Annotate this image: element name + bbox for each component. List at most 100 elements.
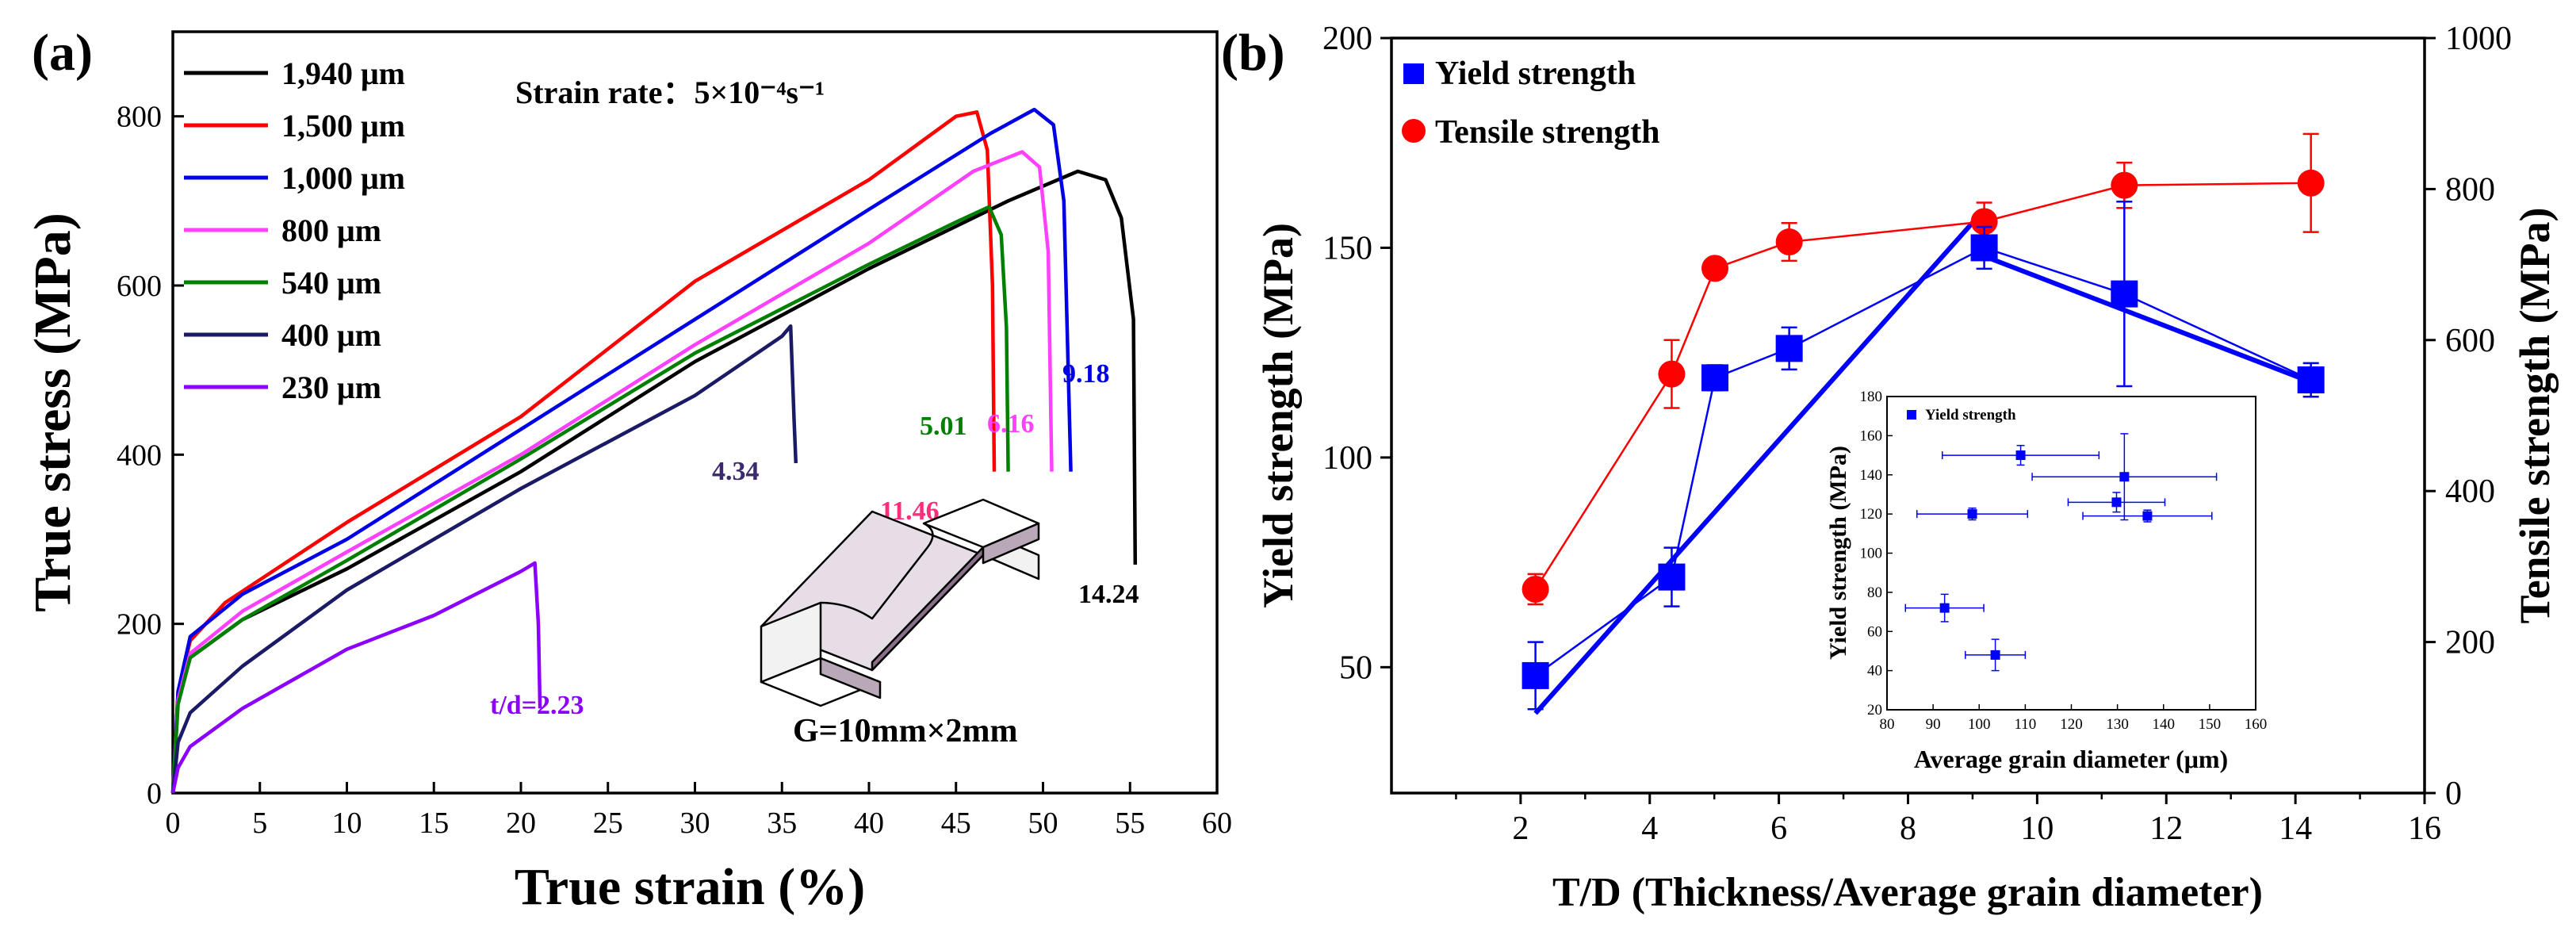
y-tick-label: 800: [117, 101, 162, 134]
inset-y-tick-label: 100: [1860, 546, 1883, 562]
y2-tick-label: 1000: [2445, 21, 2512, 57]
gauge-annotation: G=10mm×2mm: [793, 713, 1017, 749]
trend-line: [1533, 220, 1975, 715]
inset-point: [1967, 509, 1977, 519]
y-tick-label: 100: [1322, 440, 1372, 477]
tensile-strength-point: [1658, 360, 1686, 388]
inset-x-tick-label: 120: [2060, 716, 2083, 733]
fracture-label-5-01: 5.01: [920, 412, 967, 441]
inset-y-axis-title: Yield strength (MPa): [1825, 446, 1851, 660]
x-tick-label: 15: [419, 807, 449, 840]
panel-b-y2-ticks: 0 200 400 600 800 1000: [2425, 21, 2512, 812]
x-tick-label: 12: [2149, 810, 2183, 847]
yield-strength-point: [2297, 366, 2325, 394]
x-tick-label: 45: [941, 807, 971, 840]
inset-x-ticks: 80 90 100 110 120 130 140 150 160: [1880, 704, 2267, 733]
x-tick-label: 14: [2279, 810, 2312, 847]
legend-label-540-m: 540 μm: [281, 265, 381, 301]
x-tick-label: 6: [1770, 810, 1787, 847]
strain-rate-annotation: Strain rate：5×10⁻⁴s⁻¹: [515, 75, 825, 110]
specimen-sketch-icon: [760, 498, 1040, 707]
inset-legend-label: Yield strength: [1925, 407, 2016, 423]
x-tick-label: 16: [2408, 810, 2441, 847]
y-tick-label: 200: [1322, 21, 1372, 57]
inset-y-tick-label: 20: [1867, 702, 1882, 718]
fracture-label-9-18: 9.18: [1062, 359, 1110, 389]
panel-a-x-axis-title: True strain (%): [515, 858, 865, 916]
panel-b-label: (b): [1221, 24, 1285, 82]
x-tick-label: 4: [1641, 810, 1658, 847]
inset-x-axis-title: Average grain diameter (μm): [1914, 745, 2228, 773]
x-tick-label: 50: [1028, 807, 1058, 840]
fracture-label-14-24: 14.24: [1078, 580, 1139, 609]
panel-b-y-axis-title: Yield strength (MPa): [1254, 223, 1302, 608]
inset-x-tick-label: 90: [1926, 716, 1941, 733]
y-tick-label: 200: [117, 608, 162, 642]
inset-y-tick-label: 60: [1867, 623, 1882, 640]
inset-y-tick-label: 40: [1867, 663, 1882, 680]
yield-strength-point: [1658, 563, 1686, 591]
tensile-strength-point: [2297, 169, 2325, 197]
y2-tick-label: 400: [2445, 473, 2495, 510]
panel-a-x-ticks: 0 5 10 15 20 25 30 35 40 45 50 55 60: [166, 782, 1232, 840]
fracture-label-6-16: 6.16: [987, 409, 1035, 439]
legend-yield-marker: [1403, 63, 1424, 84]
inset-point: [2015, 450, 2026, 461]
curve-1-000-m: [170, 107, 1073, 794]
y2-tick-label: 600: [2445, 323, 2495, 359]
y-tick-label: 0: [147, 777, 162, 810]
legend-tensile-marker: [1402, 119, 1426, 143]
inset-point: [2119, 472, 2130, 482]
y2-tick-label: 200: [2445, 625, 2495, 661]
x-tick-label: 55: [1115, 807, 1145, 840]
panel-b-x-axis-title: T/D (Thickness/Average grain diameter): [1552, 870, 2263, 915]
inset-point: [2142, 511, 2153, 521]
fracture-label-4-34: 4.34: [712, 457, 760, 486]
x-tick-label: 40: [854, 807, 884, 840]
x-tick-label: 25: [593, 807, 623, 840]
x-tick-label: 60: [1202, 807, 1232, 840]
panel-a-frame: [171, 30, 1219, 795]
y-tick-label: 150: [1322, 230, 1372, 266]
x-tick-label: 10: [332, 807, 362, 840]
panel-b-y-ticks: 50 100 150 200: [1322, 21, 1391, 686]
panel-b-series: [1521, 132, 2325, 711]
legend-tensile-label: Tensile strength: [1435, 114, 1660, 151]
y-tick-label: 50: [1339, 650, 1372, 686]
inset-point: [1990, 650, 2000, 660]
panel-b-legend: Yield strength Tensile strength: [1402, 56, 1660, 151]
tensile-strength-point: [1701, 255, 1729, 282]
tensile-strength-point: [1775, 228, 1803, 256]
panel-b-trend-lines: [1533, 220, 2312, 715]
inset-x-tick-label: 80: [1880, 716, 1895, 733]
legend-label-1-940-m: 1,940 μm: [281, 56, 405, 91]
yield-strength-point: [1970, 234, 1998, 262]
inset-y-tick-label: 120: [1860, 506, 1883, 523]
x-tick-label: 30: [680, 807, 710, 840]
inset-y-tick-label: 160: [1860, 427, 1883, 444]
tensile-strength-point: [2111, 171, 2138, 199]
yield-strength-point: [1521, 661, 1549, 689]
y2-tick-label: 800: [2445, 171, 2495, 208]
yield-strength-point: [2111, 280, 2138, 308]
tensile-strength-point: [1970, 208, 1998, 236]
panel-a: (a) 0 5 10 15 20 25 30 35 40 45 50 55 60 0 200 400 600 8…: [24, 24, 1232, 916]
y-tick-label: 400: [117, 439, 162, 472]
tensile-strength-point: [1521, 575, 1549, 603]
inset-x-tick-label: 140: [2153, 716, 2176, 733]
curve-540-m: [170, 205, 1010, 794]
inset-point: [2111, 497, 2122, 508]
inset-points: [1904, 433, 2218, 672]
y-tick-label: 600: [117, 270, 162, 303]
panel-a-label: (a): [32, 24, 93, 82]
trend-line: [1983, 254, 2312, 385]
curve-800-m: [170, 150, 1054, 794]
inset-x-tick-label: 110: [2014, 716, 2036, 733]
fracture-label-t-d-2-23: t/d=2.23: [490, 691, 584, 720]
inset-point: [1939, 603, 1950, 613]
inset-y-tick-label: 140: [1860, 467, 1883, 484]
x-tick-label: 10: [2020, 810, 2054, 847]
legend-label-230-m: 230 μm: [281, 370, 381, 405]
